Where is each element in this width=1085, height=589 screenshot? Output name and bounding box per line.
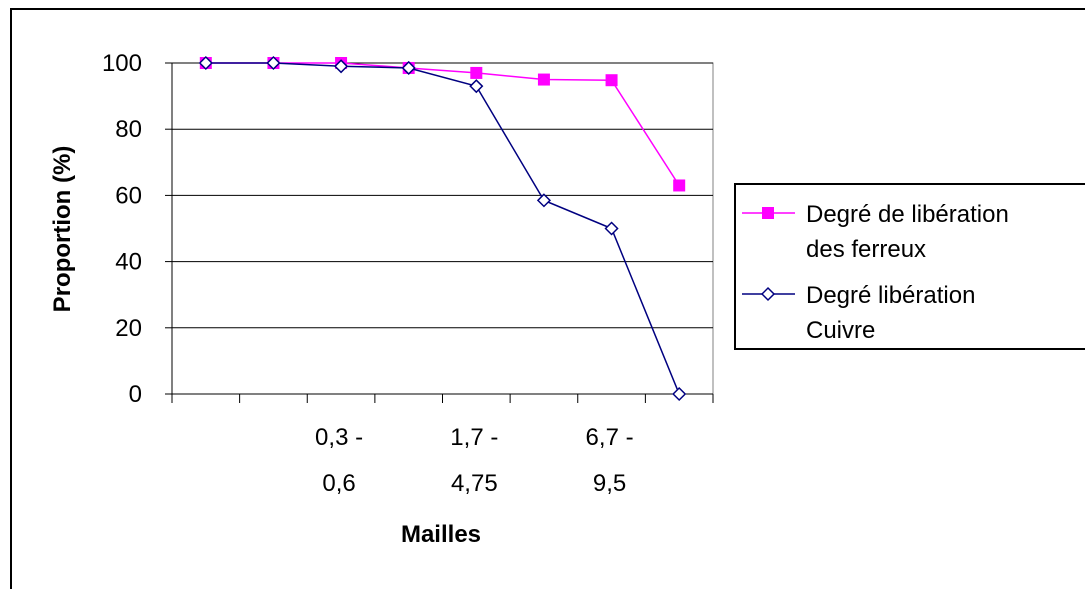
x-tick-label: 1,7 - <box>450 424 498 451</box>
data-point <box>198 55 213 71</box>
y-axis-ticks: 0 20 40 60 80 100 <box>102 50 173 408</box>
x-tick-label: 0,6 <box>322 470 355 497</box>
y-tick-label: 0 <box>129 381 142 408</box>
y-axis-title: Proportion (%) <box>49 146 76 313</box>
legend-label: Degré libération <box>806 282 975 309</box>
data-point <box>673 179 686 192</box>
data-point <box>470 66 483 79</box>
x-tick-label: 9,5 <box>593 470 626 497</box>
data-point <box>537 73 550 86</box>
y-tick-label: 80 <box>115 116 142 143</box>
x-tick-label: 4,75 <box>451 470 498 497</box>
series-line <box>205 62 680 395</box>
legend-box <box>734 183 1085 350</box>
data-point <box>605 74 618 87</box>
y-tick-label: 20 <box>115 315 142 342</box>
data-point <box>401 60 416 76</box>
data-point <box>469 79 484 94</box>
legend-label: des ferreux <box>806 236 926 263</box>
y-tick-label: 100 <box>102 50 142 77</box>
x-axis: 0,3 - 0,6 1,7 - 4,75 6,7 - 9,5 <box>171 393 714 497</box>
legend-label: Cuivre <box>806 317 875 344</box>
data-point <box>536 193 551 208</box>
legend-label: Degré de libération <box>806 201 1009 228</box>
data-point <box>760 286 776 302</box>
data-point <box>334 59 349 74</box>
x-tick-label: 0,3 - <box>315 424 363 451</box>
y-tick-label: 60 <box>115 182 142 209</box>
x-axis-title: Mailles <box>401 521 481 548</box>
data-point <box>762 207 774 219</box>
x-tick-label: 6,7 - <box>586 424 634 451</box>
y-tick-label: 40 <box>115 249 142 276</box>
data-point <box>672 386 687 402</box>
series-group <box>198 55 687 402</box>
data-point <box>266 55 281 71</box>
chart-frame <box>10 8 1085 589</box>
legend: Degré de libération des ferreux Degré libé… <box>734 183 1085 350</box>
data-point <box>604 221 619 236</box>
